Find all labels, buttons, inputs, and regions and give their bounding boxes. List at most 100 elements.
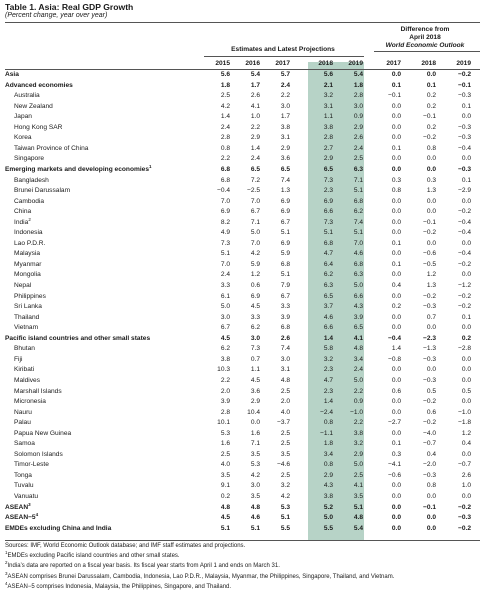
- value-cell-2018: 4.7: [323, 250, 333, 258]
- row-label: China: [14, 207, 31, 216]
- row-label-text: Hong Kong SAR: [14, 123, 63, 131]
- table-title: Table 1. Asia: Real GDP Growth: [5, 2, 134, 12]
- table-row: Papua New Guinea 5.3 1.6 2.5 −1.1 3.8 0.0 −4.0 1…: [0, 429, 485, 438]
- diff-cell-2018: 0.8: [426, 144, 436, 152]
- diff-cell-2017: 0.6: [391, 387, 401, 395]
- row-label-text: Nepal: [14, 282, 32, 289]
- table-row: Nauru 2.8 10.4 4.0 −2.4 −1.0 0.0 0.6 −1.0: [0, 408, 485, 417]
- value-cell-2015: 5.1: [220, 250, 230, 258]
- value-cell-2017: 5.1: [280, 229, 290, 237]
- value-cell-2018: 3.2: [323, 92, 333, 100]
- diff-cell-2019: −0.1: [457, 81, 471, 89]
- diff-cell-2017: 0.3: [391, 450, 401, 458]
- row-label: Marshall Islands: [14, 387, 62, 396]
- diff-cell-2018: −0.2: [422, 229, 436, 237]
- value-cell-2015: 0.8: [220, 144, 230, 152]
- footnote-number: 3: [5, 570, 8, 576]
- table-row: Myanmar 7.0 5.9 6.8 6.4 6.8 0.1 −0.5 −0.2: [0, 260, 485, 269]
- value-cell-2019: 2.4: [353, 144, 363, 152]
- value-cell-2015: −0.4: [216, 187, 230, 195]
- diff-cell-2017: 0.0: [391, 482, 401, 490]
- value-cell-2016: 1.2: [250, 271, 260, 279]
- value-cell-2016: 7.0: [250, 197, 260, 205]
- diff-cell-2017: −0.4: [387, 334, 401, 342]
- difference-header-line3: World Economic Outlook: [385, 42, 465, 49]
- diff-cell-2018: −0.2: [422, 419, 436, 427]
- diff-cell-2019: 0.0: [461, 366, 471, 374]
- value-cell-2015: 2.0: [220, 387, 230, 395]
- row-label: Advanced economies: [5, 81, 73, 90]
- row-label: Hong Kong SAR: [14, 123, 62, 132]
- value-cell-2019: 5.4: [353, 71, 363, 78]
- diff-cell-2017: 0.0: [391, 250, 401, 258]
- value-cell-2018: 7.3: [323, 176, 333, 184]
- value-cell-2015: 5.6: [220, 71, 230, 78]
- diff-cell-2017: 0.8: [391, 187, 401, 195]
- row-label-text: Korea: [14, 134, 32, 142]
- row-label: Maldives: [14, 376, 40, 385]
- table-row: Fiji 3.8 0.7 3.0 3.2 3.4 −0.8 −0.3 0.0: [0, 355, 485, 364]
- row-label-text: Emerging markets and developing economie…: [5, 165, 150, 173]
- value-cell-2016: 3.6: [250, 387, 260, 395]
- footnote: 4ASEAN−5 comprises Indonesia, Malaysia, …: [5, 581, 231, 590]
- value-cell-2016: 4.5: [250, 376, 260, 384]
- diff-cell-2018: 0.4: [426, 450, 436, 458]
- diff-cell-2019: 0.1: [461, 176, 471, 184]
- value-cell-2019: 2.8: [353, 92, 363, 100]
- row-label: Nauru: [14, 408, 32, 417]
- value-cell-2017: 4.2: [280, 493, 290, 500]
- value-cell-2018: 3.4: [323, 450, 333, 458]
- value-cell-2015: 2.4: [220, 271, 230, 279]
- diff-cell-2017: 0.0: [391, 376, 401, 384]
- row-label-text: Advanced economies: [5, 81, 73, 89]
- value-cell-2015: 4.5: [220, 334, 230, 342]
- diff-cell-2017: −4.1: [387, 461, 401, 469]
- row-label-text: Philippines: [14, 292, 46, 300]
- estimates-underline: [204, 56, 364, 57]
- value-cell-2018: 0.8: [323, 461, 333, 469]
- value-cell-2018: 2.3: [323, 387, 333, 395]
- value-cell-2016: 6.5: [250, 165, 260, 173]
- table-row: Marshall Islands 2.0 3.6 2.5 2.3 2.2 0.6 0.5 0.5: [0, 387, 485, 396]
- value-cell-2017: 3.1: [280, 134, 290, 142]
- diff-cell-2018: −0.1: [422, 218, 436, 226]
- value-cell-2019: 5.1: [353, 187, 363, 195]
- row-label: India2: [14, 217, 31, 227]
- value-cell-2017: 7.4: [280, 176, 290, 184]
- value-cell-2015: 2.8: [220, 134, 230, 142]
- value-cell-2018: 6.2: [323, 271, 333, 279]
- diff-cell-2017: −0.6: [387, 471, 401, 479]
- row-label: Tuvalu: [14, 481, 34, 490]
- value-cell-2017: 3.1: [280, 366, 290, 374]
- row-label-text: Kiribati: [14, 366, 35, 374]
- row-label: Malaysia: [14, 249, 40, 258]
- footnote-text: EMDEs excluding Pacific island countries…: [7, 553, 180, 560]
- value-cell-2017: 3.0: [280, 355, 290, 363]
- row-label-text: New Zealand: [14, 102, 53, 110]
- value-cell-2015: 4.8: [220, 503, 230, 511]
- diff-cell-2017: 0.0: [391, 313, 401, 321]
- value-cell-2019: 4.3: [353, 303, 363, 311]
- value-cell-2018: 6.9: [323, 197, 333, 205]
- row-label: Taiwan Province of China: [14, 144, 88, 153]
- table-row: Malaysia 5.1 4.2 5.9 4.7 4.6 0.0 −0.6 −0.4: [0, 249, 485, 258]
- row-label-text: Timor-Leste: [14, 461, 49, 469]
- value-cell-2016: 7.1: [250, 218, 260, 226]
- value-cell-2019: 2.9: [353, 450, 363, 458]
- value-cell-2019: 4.6: [353, 250, 363, 258]
- diff-cell-2018: 0.5: [426, 387, 436, 395]
- value-cell-2018: 1.8: [323, 440, 333, 448]
- value-cell-2016: 5.4: [250, 71, 260, 78]
- value-cell-2017: 6.9: [280, 239, 290, 247]
- footnote-text: Sources: IMF, World Economic Outlook dat…: [5, 543, 246, 549]
- value-cell-2018: 6.4: [323, 260, 333, 268]
- diff-cell-2017: 0.0: [391, 197, 401, 205]
- diff-cell-2019: 0.2: [461, 334, 471, 342]
- diff-cell-2019: 0.0: [461, 324, 471, 332]
- row-label-text: Asia: [5, 71, 19, 78]
- value-cell-2015: 6.9: [220, 208, 230, 216]
- diff-cell-2017: 0.0: [391, 165, 401, 173]
- difference-header-line1: Difference from: [400, 26, 450, 33]
- value-cell-2017: 2.5: [280, 387, 290, 395]
